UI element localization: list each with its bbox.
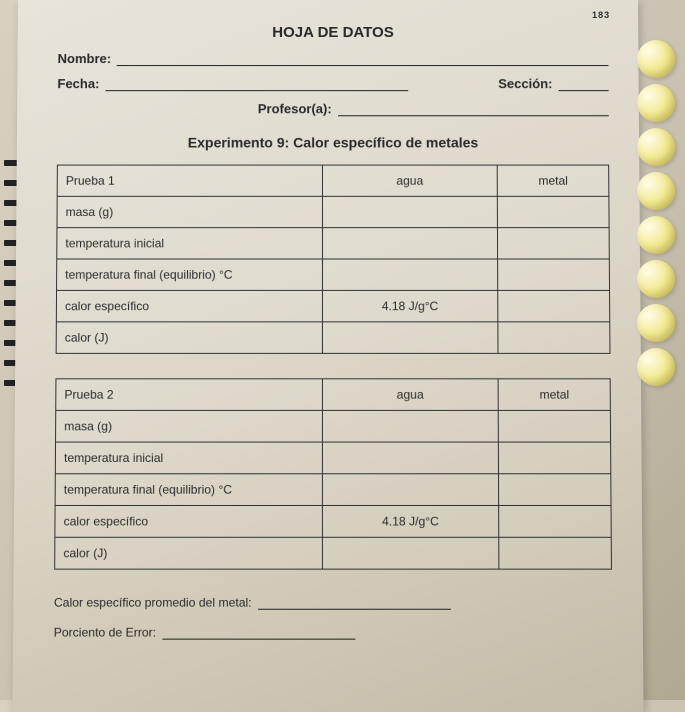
field-promedio: Calor específico promedio del metal: (54, 594, 612, 609)
field-seccion: Sección: (498, 76, 609, 91)
table-row: Prueba 1 agua metal (57, 165, 609, 196)
column-header: agua (322, 379, 499, 411)
table-row: calor específico4.18 J/g°C (56, 290, 609, 321)
table-prueba-2: Prueba 2 agua metal masa (g) temperatura… (54, 378, 612, 569)
column-header: metal (497, 165, 608, 196)
table-row: calor (J) (56, 322, 610, 354)
table-name: Prueba 2 (56, 379, 322, 411)
table-row: temperatura final (equilibrio) °C (57, 259, 610, 290)
table-prueba-1: Prueba 1 agua metal masa (g) temperatura… (56, 165, 611, 354)
blank-promedio[interactable] (258, 594, 451, 609)
label-error: Porciento de Error: (54, 625, 156, 639)
page-title: HOJA DE DATOS (58, 24, 609, 41)
blank-seccion[interactable] (558, 76, 608, 91)
molecule-model-icon (637, 40, 685, 392)
blank-fecha[interactable] (105, 76, 408, 91)
field-error: Porciento de Error: (54, 624, 613, 639)
field-profesor: Profesor(a): (57, 101, 609, 116)
experiment-title: Experimento 9: Calor específico de metal… (57, 134, 609, 150)
field-nombre: Nombre: (58, 51, 609, 66)
table-row: temperatura inicial (57, 228, 610, 259)
field-fecha: Fecha: (57, 76, 408, 91)
table-row: masa (g) (57, 196, 609, 227)
blank-nombre[interactable] (117, 51, 608, 66)
table-name: Prueba 1 (57, 165, 322, 196)
label-promedio: Calor específico promedio del metal: (54, 595, 252, 609)
blank-error[interactable] (162, 624, 355, 639)
worksheet-page: 183 HOJA DE DATOS Nombre: Fecha: Sección… (12, 0, 643, 712)
column-header: metal (498, 379, 610, 411)
page-number: 183 (592, 10, 610, 20)
label-nombre: Nombre: (58, 51, 112, 66)
label-fecha: Fecha: (57, 76, 99, 91)
column-header: agua (322, 165, 498, 196)
table-row: masa (g) (56, 410, 611, 442)
label-profesor: Profesor(a): (258, 101, 332, 116)
table-row: temperatura final (equilibrio) °C (55, 474, 611, 506)
table-row: calor (J) (55, 537, 612, 569)
blank-profesor[interactable] (338, 101, 609, 116)
table-row: Prueba 2 agua metal (56, 379, 611, 411)
table-row: temperatura inicial (55, 442, 610, 474)
label-seccion: Sección: (498, 76, 552, 91)
table-row: calor específico4.18 J/g°C (55, 505, 611, 537)
